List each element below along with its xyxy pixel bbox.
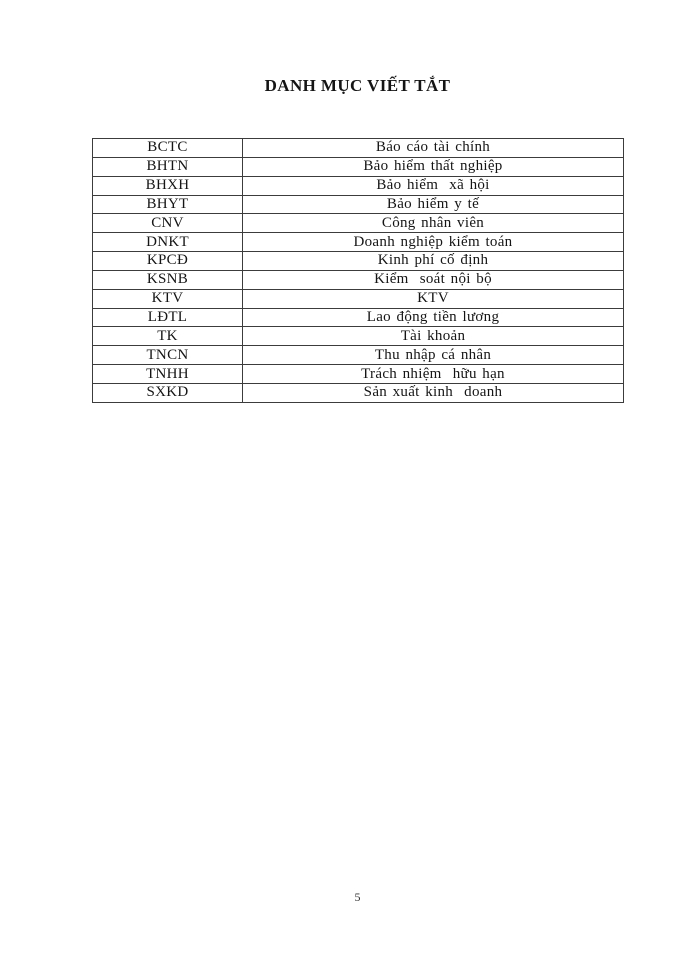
table-row: DNKT Doanh nghiệp kiểm toán [92,232,624,253]
table-row: TNCN Thu nhập cá nhân [92,345,624,366]
page-title: DANH MỤC VIẾT TẮT [264,76,451,95]
meaning-cell: KTV [242,288,624,309]
abbreviation-cell: KTV [92,288,243,309]
table-row: TNHH Trách nhiệm hữu hạn [92,364,624,384]
abbreviation-cell: TNHH [92,364,243,384]
meaning-cell: Doanh nghiệp kiểm toán [242,232,624,253]
meaning-cell: Lao động tiền lương [242,307,624,328]
meaning-cell: Kiểm soát nội bộ [242,269,624,290]
abbreviation-cell: TNCN [92,345,243,366]
abbreviation-cell: BHYT [92,194,243,215]
table-row: LĐTL Lao động tiền lương [92,307,624,328]
table-row: KTV KTV [92,288,624,309]
meaning-cell: Báo cáo tài chính [242,138,624,158]
table-row: BHTN Bảo hiểm thất nghiệp [92,156,624,177]
table-row: KSNB Kiểm soát nội bộ [92,269,624,290]
abbreviation-cell: KSNB [92,269,243,290]
meaning-cell: Bảo hiểm y tế [242,194,624,215]
abbreviation-cell: BCTC [92,138,243,158]
abbreviation-cell: DNKT [92,232,243,253]
table-row: BCTC Báo cáo tài chính [92,138,624,158]
meaning-cell: Tài khoản [242,326,624,347]
abbreviation-cell: BHTN [92,156,243,177]
abbreviation-cell: CNV [92,213,243,234]
abbreviation-cell: LĐTL [92,307,243,328]
abbreviations-table: BCTC Báo cáo tài chính BHTN Bảo hiểm thất n… [92,138,624,404]
abbreviation-cell: SXKD [92,382,243,404]
meaning-cell: Bảo hiểm xã hội [242,175,624,196]
table-row: CNV Công nhân viên [92,213,624,234]
table-row: TK Tài khoản [92,326,624,347]
abbreviation-cell: BHXH [92,175,243,196]
meaning-cell: Bảo hiểm thất nghiệp [242,156,624,177]
table-row: KPCĐ Kinh phí cố định [92,251,624,271]
meaning-cell: Công nhân viên [242,213,624,234]
page-number: 5 [354,890,361,904]
abbreviation-cell: TK [92,326,243,347]
table-row: BHXH Bảo hiểm xã hội [92,175,624,196]
meaning-cell: Kinh phí cố định [242,251,624,271]
meaning-cell: Sản xuất kinh doanh [242,382,624,404]
meaning-cell: Trách nhiệm hữu hạn [242,364,624,384]
meaning-cell: Thu nhập cá nhân [242,345,624,366]
table-row: SXKD Sản xuất kinh doanh [92,382,624,404]
table-row: BHYT Bảo hiểm y tế [92,194,624,215]
abbreviation-cell: KPCĐ [92,251,243,271]
